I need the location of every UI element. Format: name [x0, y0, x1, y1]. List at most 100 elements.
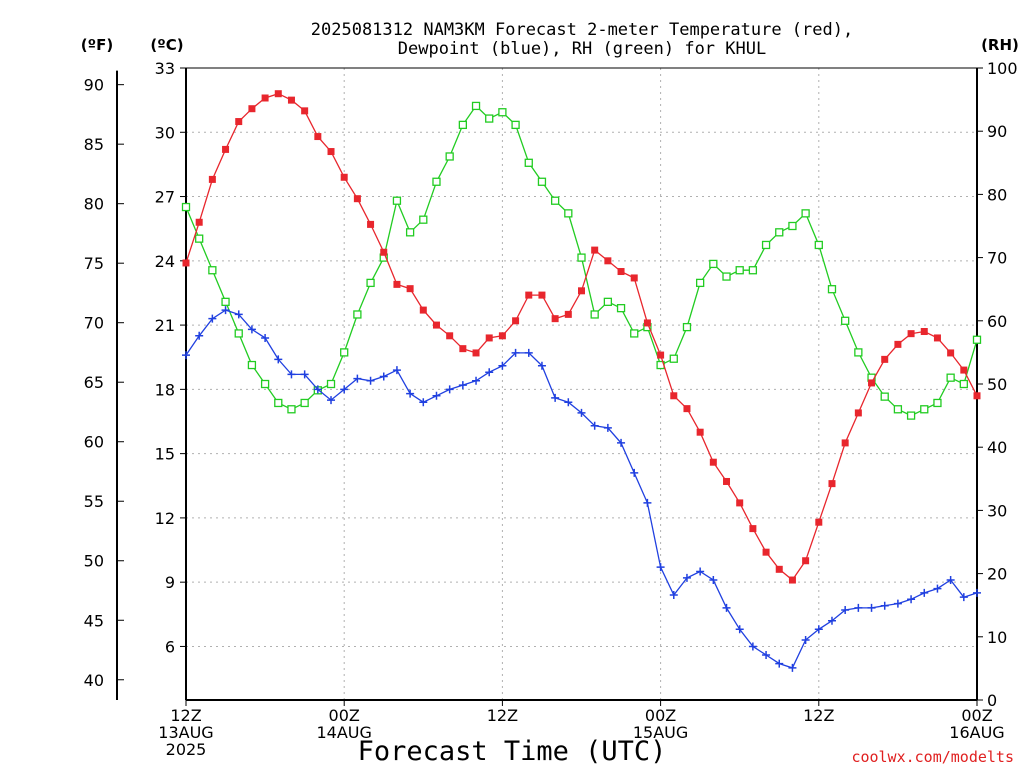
fahrenheit-tick-label: 45: [84, 611, 104, 630]
dewpoint-point: [814, 625, 823, 634]
dewpoint-point: [564, 398, 573, 407]
temperature-point: [788, 576, 796, 584]
rh-point: [181, 202, 191, 212]
dewpoint-point: [907, 595, 916, 604]
temperature-point: [749, 525, 757, 533]
dewpoint-point: [682, 573, 691, 582]
fahrenheit-tick-label: 55: [84, 492, 104, 511]
temperature-point: [564, 310, 572, 318]
temperature-point: [367, 220, 375, 228]
dewpoint-point: [498, 361, 507, 370]
temperature-point: [301, 107, 309, 115]
celsius-tick-label: 27: [155, 188, 175, 207]
temperature-point: [947, 349, 955, 357]
dewpoint-point: [182, 351, 190, 360]
rh-point: [682, 322, 692, 332]
rh-point: [432, 177, 441, 186]
rh-point: [814, 240, 823, 250]
temperature-point: [578, 287, 585, 295]
temperature-point: [973, 392, 981, 400]
temperature-point: [815, 518, 823, 526]
temperature-point: [432, 321, 440, 329]
rh-point: [933, 398, 942, 408]
x-tick-label: 12Z: [803, 706, 834, 725]
temperature-point: [657, 351, 665, 359]
x-tick-label: 00Z: [329, 706, 360, 725]
rh-point: [221, 297, 230, 306]
dewpoint-point: [577, 408, 586, 417]
rh-point: [247, 360, 257, 370]
rh-point: [524, 158, 533, 167]
fahrenheit-tick-label: 65: [84, 373, 104, 392]
rh-point: [195, 234, 204, 243]
temperature-point: [881, 355, 889, 363]
rh-point: [274, 398, 283, 408]
rh-tick-label: 80: [987, 185, 1007, 204]
dewpoint-point: [920, 588, 929, 597]
rh-point: [564, 209, 573, 218]
dewpoint-point: [392, 366, 401, 375]
temperature-point: [828, 480, 836, 488]
temperature-point: [248, 105, 256, 113]
dewpoint-point: [406, 389, 415, 398]
temperature-point: [380, 248, 388, 256]
x-tick-label: 12Z: [170, 706, 201, 725]
rh-point: [906, 411, 916, 420]
rh-point: [722, 272, 731, 281]
dewpoint-point: [221, 306, 230, 315]
temperature-point: [604, 257, 612, 265]
fahrenheit-tick-label: 70: [84, 314, 104, 333]
temperature-point: [802, 557, 810, 565]
dewpoint-point: [603, 423, 612, 432]
temperature-point: [406, 285, 414, 293]
rh-point: [841, 316, 850, 325]
temperature-point: [472, 349, 480, 357]
dewpoint-point: [643, 498, 652, 507]
temperature-point: [723, 477, 731, 485]
temperature-point: [709, 458, 717, 466]
x-tick-label: 2025: [166, 740, 207, 759]
temperature-point: [670, 392, 678, 400]
x-tick-label: 00Z: [645, 706, 676, 725]
rh-point: [709, 259, 718, 269]
rh-point: [959, 379, 968, 389]
dewpoint-point: [208, 314, 217, 323]
rh-point: [234, 329, 243, 338]
rh-point: [300, 398, 309, 408]
rh-tick-label: 90: [987, 122, 1007, 141]
temperature-point: [617, 268, 625, 276]
temperature-point: [696, 428, 704, 436]
temperature-point: [485, 334, 493, 342]
dewpoint-point: [656, 563, 665, 572]
rh-tick-label: 70: [987, 249, 1007, 268]
temperature-point: [525, 291, 533, 299]
dewpoint-point: [893, 599, 902, 608]
dewpoint-point: [261, 333, 270, 342]
dewpoint-point: [327, 396, 336, 405]
fahrenheit-tick-label: 50: [84, 552, 104, 571]
dewpoint-point: [432, 391, 441, 400]
dewpoint-point: [537, 361, 546, 370]
dewpoint-point: [762, 651, 771, 660]
temperature-point: [261, 94, 269, 102]
rh-point: [735, 266, 744, 275]
temperature-point: [393, 280, 401, 288]
temperature-point: [498, 332, 506, 340]
rh-point: [458, 120, 468, 130]
dewpoint-point: [247, 325, 256, 334]
rh-point: [946, 373, 955, 382]
temperature-point: [419, 306, 427, 314]
rh-point: [972, 335, 982, 344]
dewpoint-point: [722, 603, 731, 612]
dewpoint-point: [867, 603, 876, 612]
rh-point: [287, 405, 296, 414]
dewpoint-point: [195, 331, 204, 340]
dewpoint-point: [590, 421, 599, 430]
celsius-tick-label: 9: [165, 573, 175, 592]
celsius-tick-label: 15: [155, 445, 175, 464]
rh-tick-label: 40: [987, 438, 1007, 457]
temperature-point: [683, 405, 691, 413]
rh-point: [669, 354, 678, 363]
fahrenheit-tick-label: 85: [84, 135, 104, 154]
